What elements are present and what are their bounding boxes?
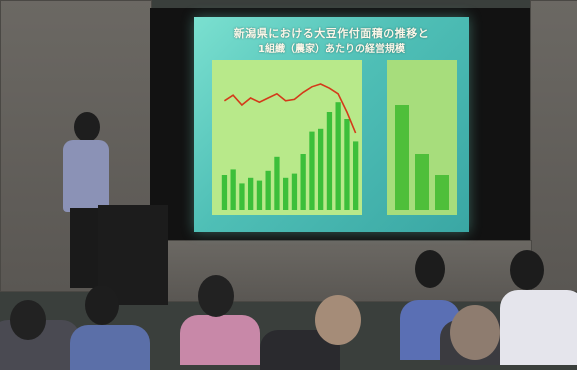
left-chart-bar — [318, 128, 324, 210]
audience-head — [415, 250, 445, 288]
audience-head — [198, 275, 234, 317]
audience-member — [500, 290, 577, 365]
left-chart-bar — [344, 119, 350, 210]
left-chart-bars — [221, 102, 359, 210]
audience-head — [450, 305, 500, 360]
left-chart-bar — [274, 156, 280, 210]
audience-member — [180, 315, 260, 365]
left-chart-bar — [239, 183, 245, 210]
left-chart-bar — [353, 141, 359, 210]
left-chart-bar — [230, 169, 236, 210]
audience-head — [10, 300, 46, 340]
audience-member — [70, 325, 150, 370]
left-chart-bar — [291, 173, 298, 210]
speaker-head — [74, 112, 100, 142]
left-chart-bar — [221, 175, 228, 210]
audience-head — [85, 285, 119, 325]
left-chart-bar — [248, 177, 254, 210]
right-chart-bars — [395, 105, 449, 210]
left-chart-bar — [256, 180, 263, 210]
left-chart-bar — [300, 154, 306, 210]
left-chart-line — [223, 83, 357, 134]
audience-head — [315, 295, 361, 345]
right-chart-bar — [415, 154, 429, 210]
left-chart-bar — [326, 112, 333, 210]
left-chart-bar — [265, 170, 271, 210]
wall-panel-right — [530, 0, 577, 292]
right-chart-bar — [395, 105, 409, 210]
left-chart-bar — [309, 131, 315, 210]
speaker-body — [63, 140, 109, 212]
slide-charts — [212, 60, 457, 215]
slide-title-line2: 1組織（農家）あたりの経営規模 — [258, 44, 405, 55]
left-chart-bar — [283, 177, 289, 210]
projection-screen: 新潟県における大豆作付面積の推移と 1組織（農家）あたりの経営規模 — [194, 17, 469, 232]
speaker-legs — [70, 208, 100, 288]
left-chart-bar — [335, 102, 341, 210]
slide-title-line1: 新潟県における大豆作付面積の推移と — [233, 27, 430, 40]
right-chart-bar — [435, 175, 449, 210]
audience-head — [510, 250, 544, 290]
